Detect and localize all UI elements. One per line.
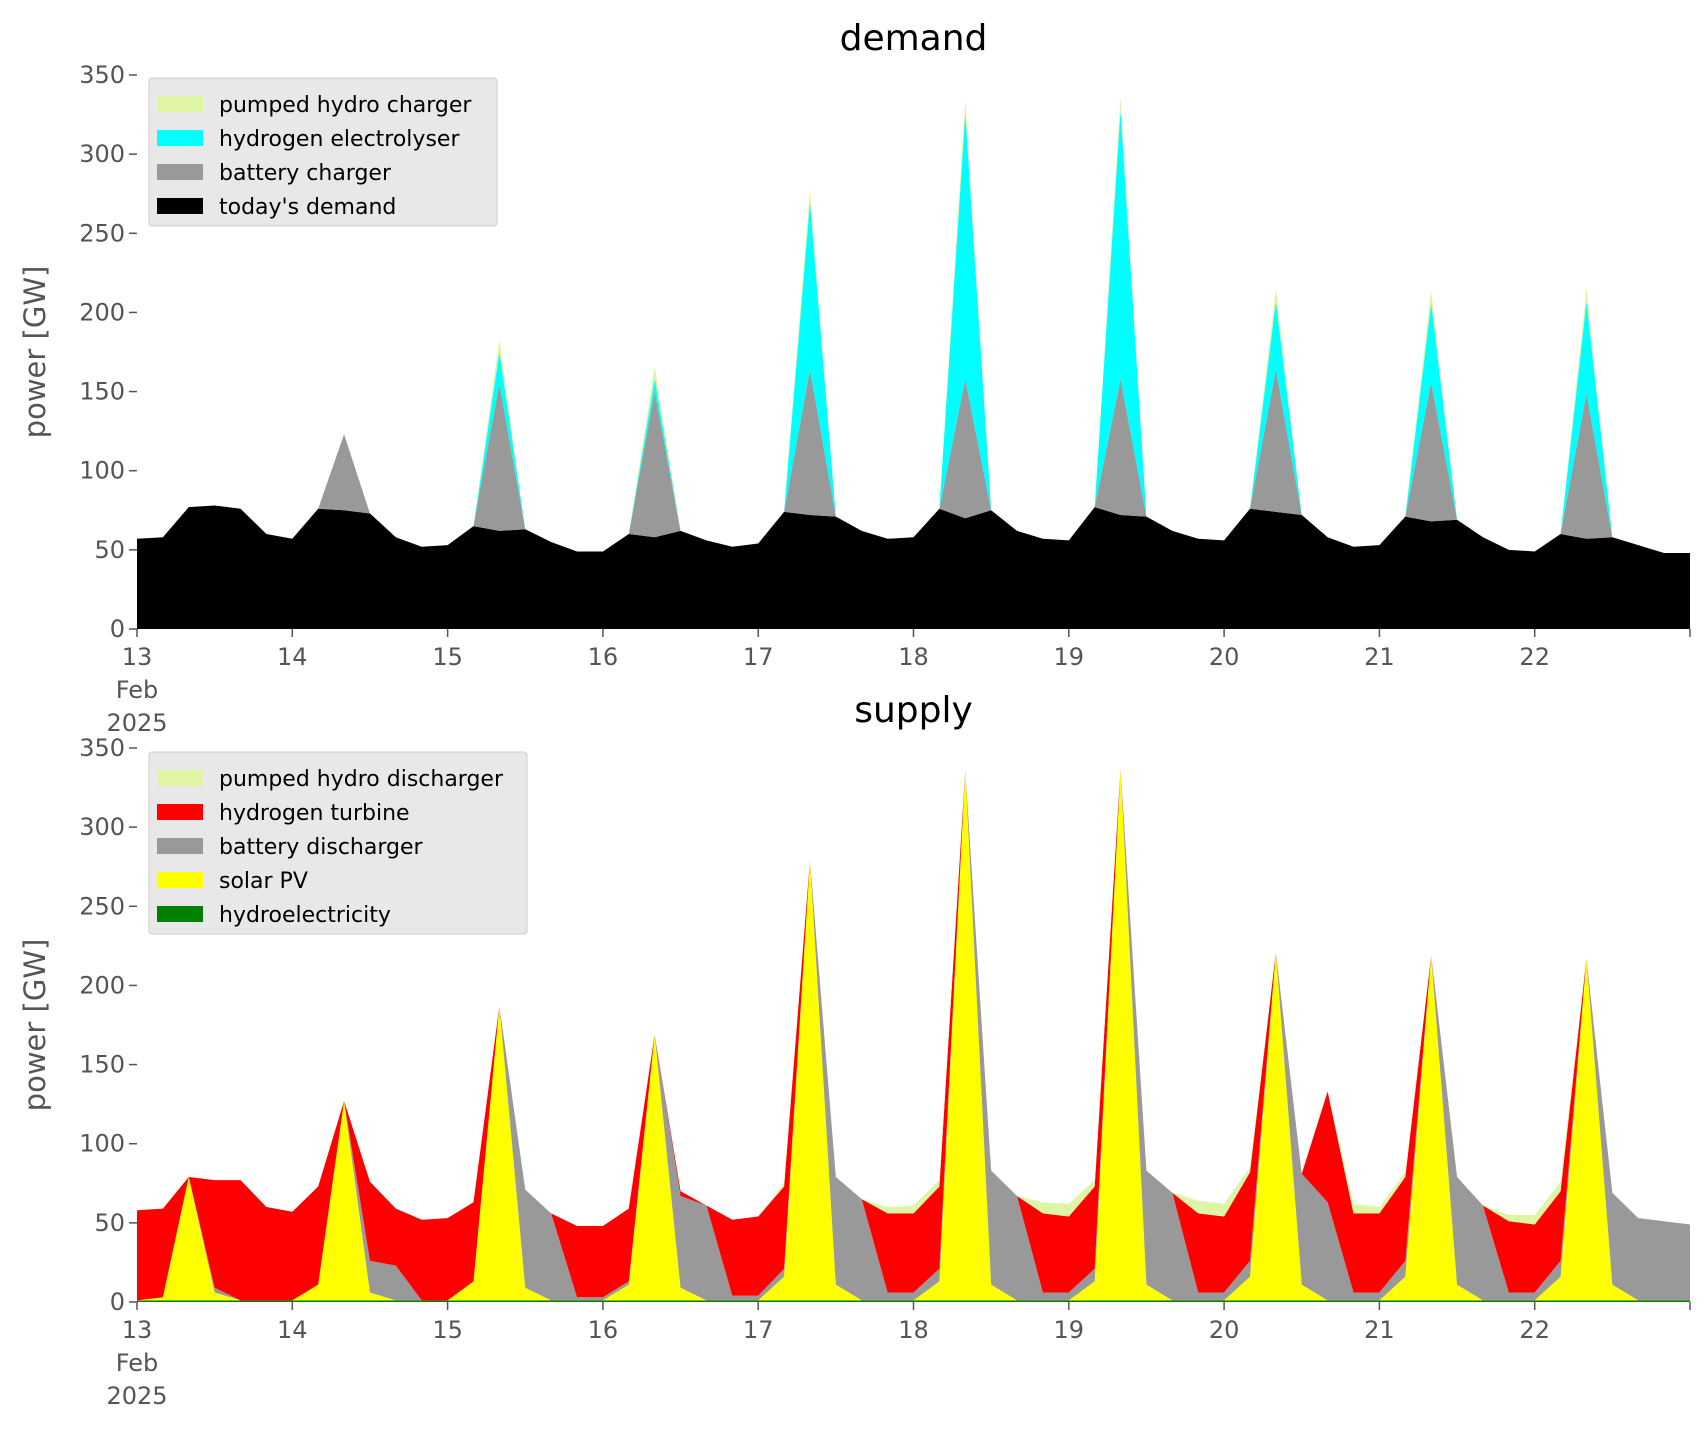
demand-y-tick-label: 150 [79, 378, 125, 406]
demand-legend-label: pumped hydro charger [219, 93, 472, 118]
demand-legend-box [148, 77, 498, 227]
supply-x-tick-label: 19 [1054, 1316, 1085, 1344]
supply-y-tick-label: 300 [79, 813, 125, 841]
supply-y-axis: 0 50 100 150 200 250 300 350 [79, 734, 137, 1316]
demand-x-tick-sublabel: 2025 [106, 709, 167, 737]
supply-y-axis-label: power [GW] [18, 939, 52, 1112]
supply-x-tick-sublabel: Feb [116, 1349, 159, 1377]
supply-legend-swatch [157, 770, 203, 786]
supply-x-tick-label: 14 [277, 1316, 308, 1344]
demand-x-tick-label: 14 [277, 643, 308, 671]
demand-y-tick-label: 0 [110, 615, 125, 643]
supply-y-tick-label: 200 [79, 971, 125, 999]
supply-y-tick-label: 0 [110, 1288, 125, 1316]
supply-x-tick-label: 22 [1519, 1316, 1550, 1344]
demand-y-axis-label: power [GW] [18, 266, 52, 439]
supply-y-tick-label: 250 [79, 892, 125, 920]
demand-x-tick-label: 19 [1054, 643, 1085, 671]
demand-y-tick-label: 350 [79, 61, 125, 89]
demand-x-tick-label: 20 [1209, 643, 1240, 671]
supply-y-tick-label: 150 [79, 1051, 125, 1079]
demand-areas [137, 97, 1690, 629]
demand-x-tick-label: 22 [1519, 643, 1550, 671]
supply-x-tick-sublabel: 2025 [106, 1382, 167, 1410]
demand-legend-label: hydrogen electrolyser [219, 127, 460, 152]
supply-legend-label: pumped hydro discharger [219, 767, 504, 792]
supply-y-tick-label: 50 [94, 1209, 125, 1237]
supply-legend-label: hydroelectricity [219, 903, 391, 928]
demand-panel: 0 50 100 150 200 250 300 350 power [GW] 13 Feb 2025… [18, 18, 1691, 737]
demand-x-tick-label: 15 [432, 643, 463, 671]
demand-x-tick-label: 18 [898, 643, 929, 671]
demand-legend-label: today's demand [219, 195, 396, 220]
supply-x-tick-label: 18 [898, 1316, 929, 1344]
supply-area-hydroelectricity [137, 1300, 1690, 1302]
supply-x-tick-label: 13 [122, 1316, 153, 1344]
supply-legend-box [148, 751, 528, 935]
supply-y-tick-label: 100 [79, 1130, 125, 1158]
demand-legend-swatch [157, 198, 203, 214]
demand-x-tick-sublabel: Feb [116, 676, 159, 704]
demand-y-tick-label: 250 [79, 219, 125, 247]
demand-x-axis: 13 Feb 2025 14 15 16 17 18 19 20 21 22 [106, 629, 1691, 737]
demand-legend-label: battery charger [219, 161, 392, 186]
supply-y-tick-label: 350 [79, 734, 125, 762]
supply-legend-label: hydrogen turbine [219, 801, 410, 826]
supply-areas [137, 768, 1690, 1302]
supply-legend-swatch [157, 804, 203, 820]
supply-x-axis: 13 Feb 2025 14 15 16 17 18 19 20 21 22 [106, 1302, 1691, 1410]
demand-y-tick-label: 200 [79, 298, 125, 326]
supply-x-tick-label: 20 [1209, 1316, 1240, 1344]
supply-title: supply [854, 690, 973, 731]
demand-x-tick-label: 17 [743, 643, 774, 671]
demand-y-tick-label: 300 [79, 140, 125, 168]
supply-panel: 0 50 100 150 200 250 300 350 power [GW] 13 Feb 2025… [18, 690, 1691, 1410]
demand-y-tick-label: 100 [79, 457, 125, 485]
supply-legend-swatch [157, 872, 203, 888]
demand-x-tick-label: 13 [122, 643, 153, 671]
supply-legend-swatch [157, 906, 203, 922]
supply-area-hydrogen-turbine [137, 768, 1690, 1301]
supply-legend-label: solar PV [219, 869, 308, 894]
supply-x-tick-label: 17 [743, 1316, 774, 1344]
supply-legend: pumped hydro discharger hydrogen turbine b… [148, 751, 528, 935]
demand-x-tick-label: 16 [588, 643, 619, 671]
supply-x-tick-label: 16 [588, 1316, 619, 1344]
supply-x-tick-label: 15 [432, 1316, 463, 1344]
demand-x-tick-label: 21 [1364, 643, 1395, 671]
demand-y-tick-label: 50 [94, 536, 125, 564]
demand-title: demand [840, 18, 988, 59]
demand-legend: pumped hydro charger hydrogen electrolyse… [148, 77, 498, 227]
demand-legend-swatch [157, 130, 203, 146]
demand-area-today-s-demand [137, 505, 1690, 629]
supply-legend-label: battery discharger [219, 835, 424, 860]
supply-x-tick-label: 21 [1364, 1316, 1395, 1344]
demand-legend-swatch [157, 164, 203, 180]
demand-y-axis: 0 50 100 150 200 250 300 350 [79, 61, 137, 643]
demand-legend-swatch [157, 96, 203, 112]
supply-legend-swatch [157, 838, 203, 854]
